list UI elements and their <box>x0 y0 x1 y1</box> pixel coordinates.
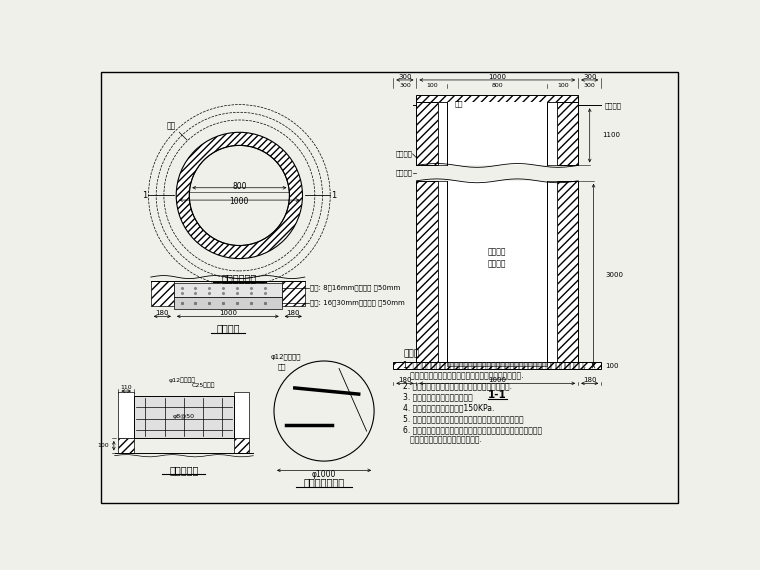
Text: 300: 300 <box>399 83 410 88</box>
Text: 300: 300 <box>398 74 412 80</box>
Bar <box>416 95 578 101</box>
Circle shape <box>274 361 374 461</box>
Text: C25混凝土: C25混凝土 <box>192 383 215 388</box>
Text: 原土回填: 原土回填 <box>396 170 413 177</box>
Text: 300: 300 <box>584 83 596 88</box>
Text: 3. 基础施工完毕后，需原土回填: 3. 基础施工完毕后，需原土回填 <box>404 393 473 402</box>
Bar <box>119 392 134 438</box>
Text: 800: 800 <box>492 83 503 88</box>
Bar <box>447 101 547 165</box>
Circle shape <box>176 132 302 259</box>
Text: 卵石滤层: 卵石滤层 <box>488 259 507 268</box>
Text: 需采取其他措施，保证整体安全性.: 需采取其他措施，保证整体安全性. <box>404 435 483 445</box>
Text: 1000: 1000 <box>219 310 237 316</box>
Text: 井盖: 井盖 <box>454 100 463 107</box>
Text: 1: 1 <box>142 191 147 200</box>
Bar <box>234 392 249 438</box>
Text: 300: 300 <box>583 74 597 80</box>
Bar <box>174 283 282 297</box>
Text: 井盖配筋图: 井盖配筋图 <box>169 465 198 475</box>
Text: 预制井圈: 预制井圈 <box>488 247 507 256</box>
Text: φ8@50: φ8@50 <box>173 414 195 420</box>
Text: 180: 180 <box>287 310 300 316</box>
Text: 地层做法: 地层做法 <box>216 324 239 333</box>
Text: φ1000: φ1000 <box>312 470 336 479</box>
Text: 1-1: 1-1 <box>488 390 507 400</box>
Text: 水面: 水面 <box>278 364 287 371</box>
Text: 开挖边线: 开挖边线 <box>396 150 413 157</box>
Bar <box>438 181 447 362</box>
Text: φ12钢筋密布: φ12钢筋密布 <box>169 377 195 383</box>
Bar <box>282 281 305 306</box>
Bar <box>134 396 234 438</box>
Bar <box>447 181 547 362</box>
Text: 二层: 8～16mm砾，砾石 厚50mm: 二层: 8～16mm砾，砾石 厚50mm <box>310 284 401 291</box>
Text: 井圈: 井圈 <box>166 121 176 131</box>
Bar <box>547 101 556 165</box>
Text: 180: 180 <box>583 377 597 383</box>
Bar <box>416 101 438 165</box>
Text: 5. 井盖与井身要有可靠连接，保证集水井的整体稳定性；: 5. 井盖与井身要有可靠连接，保证集水井的整体稳定性； <box>404 414 524 423</box>
Text: 1. 取水井基坑开挖应视地层情况合理使用截面数据进行放坡或按规范采取其它支护措施,: 1. 取水井基坑开挖应视地层情况合理使用截面数据进行放坡或按规范采取其它支护措施… <box>404 360 587 369</box>
Text: 100: 100 <box>97 443 109 448</box>
Bar <box>174 297 282 308</box>
Bar <box>119 438 134 453</box>
Text: φ12钢筋密布: φ12钢筋密布 <box>270 354 301 360</box>
Text: 100: 100 <box>426 83 438 88</box>
Text: 180: 180 <box>156 310 169 316</box>
Bar <box>556 181 578 362</box>
Text: 1000: 1000 <box>489 377 506 383</box>
Bar <box>438 101 447 165</box>
Text: 地面标高: 地面标高 <box>605 102 622 109</box>
Text: 1000: 1000 <box>230 197 249 206</box>
Text: 预制盖板平面图: 预制盖板平面图 <box>303 478 344 488</box>
Circle shape <box>189 145 290 246</box>
Text: 说明：: 说明： <box>404 349 420 359</box>
Text: 100: 100 <box>557 83 568 88</box>
Text: 2. 施工时应采取防雨，防水浸渗防止基坑被水浸泡.: 2. 施工时应采取防雨，防水浸渗防止基坑被水浸泡. <box>404 382 512 391</box>
Text: 1100: 1100 <box>602 132 620 139</box>
Bar <box>547 181 556 362</box>
Text: 集水井平面图: 集水井平面图 <box>222 274 257 284</box>
Bar <box>394 362 601 369</box>
Bar <box>150 281 174 306</box>
Text: 6. 井盖采用预制构件，过滤底层，当井盖上荷荷载超过允许值时，: 6. 井盖采用预制构件，过滤底层，当井盖上荷荷载超过允许值时， <box>404 425 543 434</box>
Text: 3000: 3000 <box>605 272 623 278</box>
Text: 180: 180 <box>398 377 412 383</box>
Text: 1000: 1000 <box>489 74 506 80</box>
Text: 底层: 16～30mm束，砾石 厚50mm: 底层: 16～30mm束，砾石 厚50mm <box>310 300 405 306</box>
Text: 110: 110 <box>120 385 132 390</box>
Text: 1: 1 <box>331 191 337 200</box>
Text: 800: 800 <box>232 182 246 191</box>
Text: 100: 100 <box>605 363 619 369</box>
Text: 4. 地基承载力特征值不低于150KPa.: 4. 地基承载力特征值不低于150KPa. <box>404 404 495 412</box>
Bar <box>556 101 578 165</box>
Bar <box>416 181 438 362</box>
Bar <box>447 362 547 367</box>
Bar <box>234 438 249 453</box>
Text: 并组织好基坑内的清水，以防止对边坡稳定的不利影响.: 并组织好基坑内的清水，以防止对边坡稳定的不利影响. <box>404 371 524 380</box>
